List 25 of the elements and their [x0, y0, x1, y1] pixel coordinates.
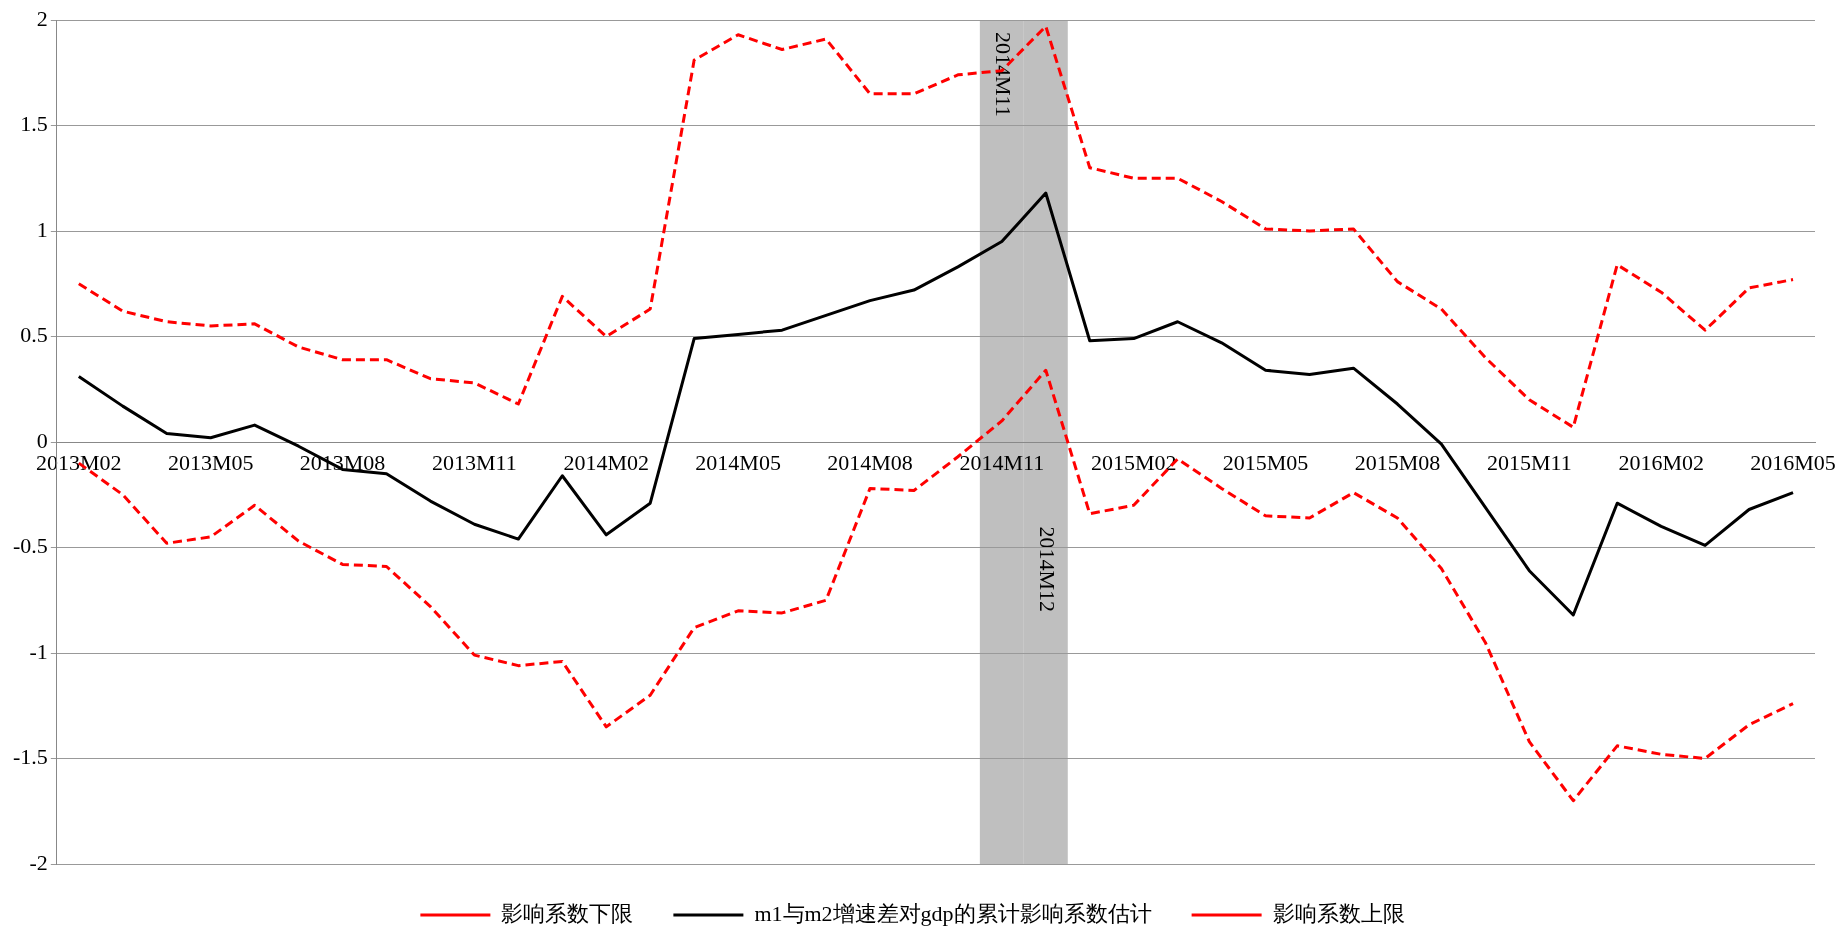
legend-label: 影响系数下限 [501, 900, 634, 926]
x-tick-label: 2015M08 [1354, 449, 1441, 475]
legend-label: m1与m2增速差对gdp的累计影响系数估计 [754, 900, 1152, 926]
legend-label: 影响系数上限 [1272, 900, 1405, 926]
y-tick-label: -0.5 [13, 533, 48, 559]
x-tick-label: 2015M11 [1486, 449, 1572, 475]
y-tick-label: -2 [29, 849, 48, 875]
x-tick-label: 2016M02 [1618, 449, 1704, 475]
x-tick-label: 2014M11 [959, 449, 1045, 475]
x-tick-label: 2013M11 [432, 449, 517, 475]
x-tick-label: 2014M08 [827, 449, 913, 475]
x-tick-label: 2014M02 [563, 449, 650, 475]
y-tick-label: 1.5 [20, 111, 48, 137]
y-tick-label: 2 [36, 5, 48, 31]
x-tick-label: 2015M02 [1090, 449, 1177, 475]
x-tick-label: 2016M05 [1750, 449, 1836, 475]
y-tick-label: -1 [29, 638, 48, 664]
x-tick-label: 2013M05 [167, 449, 254, 475]
band-label: 2014M12 [1035, 526, 1061, 612]
y-tick-label: -1.5 [13, 744, 48, 770]
y-tick-label: 0.5 [20, 322, 48, 348]
x-tick-label: 2015M05 [1222, 449, 1309, 475]
band-label: 2014M11 [991, 32, 1017, 117]
x-tick-label: 2014M05 [695, 449, 781, 475]
y-tick-label: 1 [36, 216, 48, 242]
